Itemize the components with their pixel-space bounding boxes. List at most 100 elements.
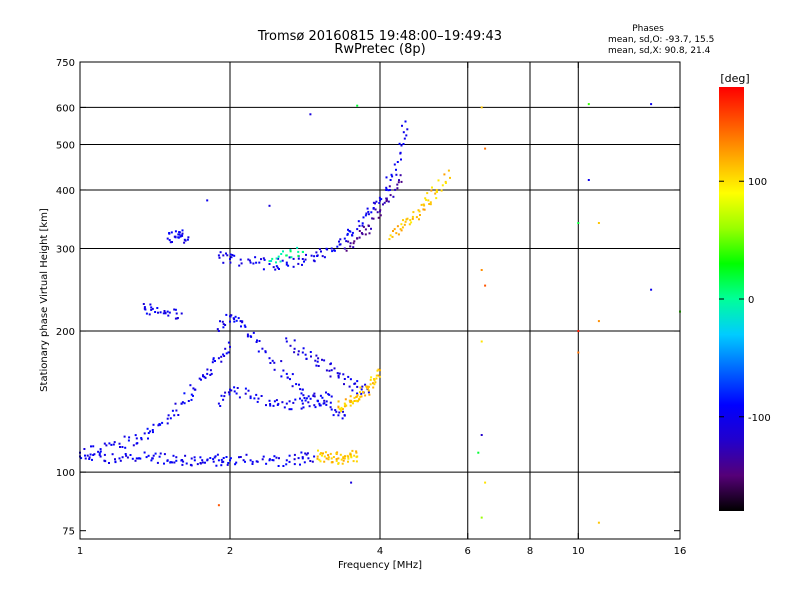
data-point [304, 258, 307, 261]
data-point [230, 256, 233, 259]
data-point [211, 361, 214, 364]
data-point [305, 397, 308, 400]
data-point [108, 462, 110, 464]
data-point [105, 444, 108, 447]
data-point [323, 256, 326, 259]
data-point [257, 350, 260, 353]
data-point [323, 359, 326, 362]
data-point [400, 158, 402, 161]
data-point [329, 406, 332, 409]
data-point [319, 394, 322, 397]
data-point [323, 402, 326, 405]
data-point [343, 383, 345, 386]
data-point [179, 235, 182, 238]
data-point [265, 404, 267, 407]
data-point [256, 400, 259, 403]
data-point [206, 199, 209, 202]
data-point [159, 311, 162, 314]
data-point [343, 405, 346, 408]
data-point [214, 455, 217, 458]
data-point [285, 254, 288, 257]
data-point [288, 400, 291, 403]
data-point [265, 462, 268, 465]
phase-heading: Phases [632, 24, 664, 34]
data-point [131, 457, 134, 460]
data-point [93, 453, 96, 456]
data-points [79, 103, 681, 524]
data-point [196, 463, 199, 466]
data-point [301, 351, 304, 354]
y-tick-label: 600 [56, 103, 75, 114]
data-point [169, 241, 172, 244]
data-point [303, 461, 306, 464]
data-point [281, 259, 284, 262]
data-point [393, 228, 396, 231]
data-point [254, 256, 257, 259]
data-point [268, 204, 271, 207]
y-tick-label: 100 [56, 468, 75, 479]
data-point [309, 113, 312, 116]
data-point [299, 388, 302, 391]
data-point [362, 391, 365, 394]
data-point [360, 395, 363, 398]
data-point [204, 461, 206, 464]
data-point [204, 376, 207, 379]
data-point [229, 345, 231, 348]
data-point [275, 261, 277, 264]
data-point [280, 360, 283, 363]
data-point [226, 463, 229, 466]
data-point [315, 354, 318, 357]
data-point [290, 256, 293, 259]
data-point [183, 402, 186, 405]
data-point [218, 256, 221, 259]
data-point [285, 463, 288, 466]
data-point [304, 353, 307, 356]
data-point [272, 266, 275, 269]
data-point [112, 443, 115, 446]
data-point [356, 394, 359, 396]
data-point [275, 456, 278, 459]
data-point [337, 414, 340, 417]
data-point [279, 260, 282, 263]
data-point [368, 232, 371, 235]
data-point [241, 321, 244, 324]
data-point [193, 459, 196, 462]
data-point [396, 225, 399, 228]
data-point [92, 454, 95, 456]
data-point [147, 432, 150, 434]
data-point [217, 357, 220, 360]
data-point [220, 464, 223, 467]
data-point [175, 409, 178, 412]
data-point [224, 347, 227, 350]
data-point [307, 457, 310, 460]
data-point [388, 189, 391, 191]
data-point [187, 236, 190, 239]
data-point [353, 396, 356, 399]
data-point [209, 374, 212, 376]
data-point [425, 199, 428, 201]
data-point [353, 454, 356, 457]
data-point [444, 182, 447, 184]
data-point [380, 198, 383, 201]
data-point [307, 401, 310, 404]
data-point [349, 230, 352, 233]
data-point [227, 351, 230, 354]
data-point [157, 424, 160, 427]
data-point [271, 257, 274, 260]
data-point [245, 453, 248, 456]
data-point [175, 312, 178, 315]
data-point [349, 453, 352, 456]
data-point [435, 189, 438, 191]
data-point [84, 454, 86, 457]
data-point [206, 458, 209, 461]
data-point [335, 459, 338, 462]
data-point [441, 184, 444, 187]
data-point [262, 257, 265, 260]
data-point [364, 233, 367, 236]
data-point [234, 315, 237, 318]
data-point [268, 260, 271, 263]
data-point [356, 385, 359, 388]
data-point [269, 362, 272, 364]
data-point [378, 375, 381, 378]
data-point [124, 453, 127, 455]
